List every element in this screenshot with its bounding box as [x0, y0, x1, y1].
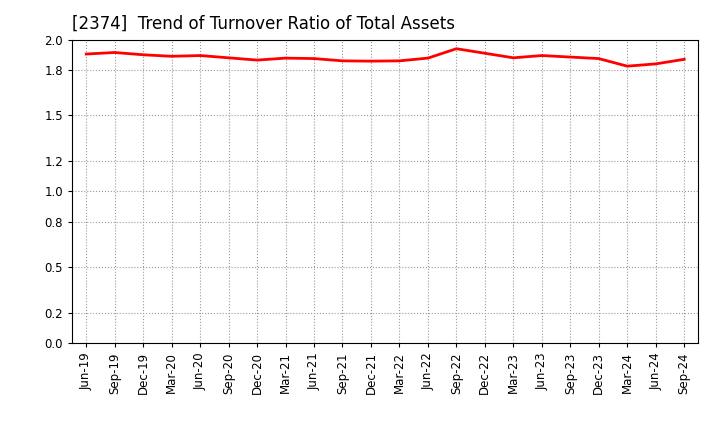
Text: [2374]  Trend of Turnover Ratio of Total Assets: [2374] Trend of Turnover Ratio of Total …	[72, 15, 455, 33]
